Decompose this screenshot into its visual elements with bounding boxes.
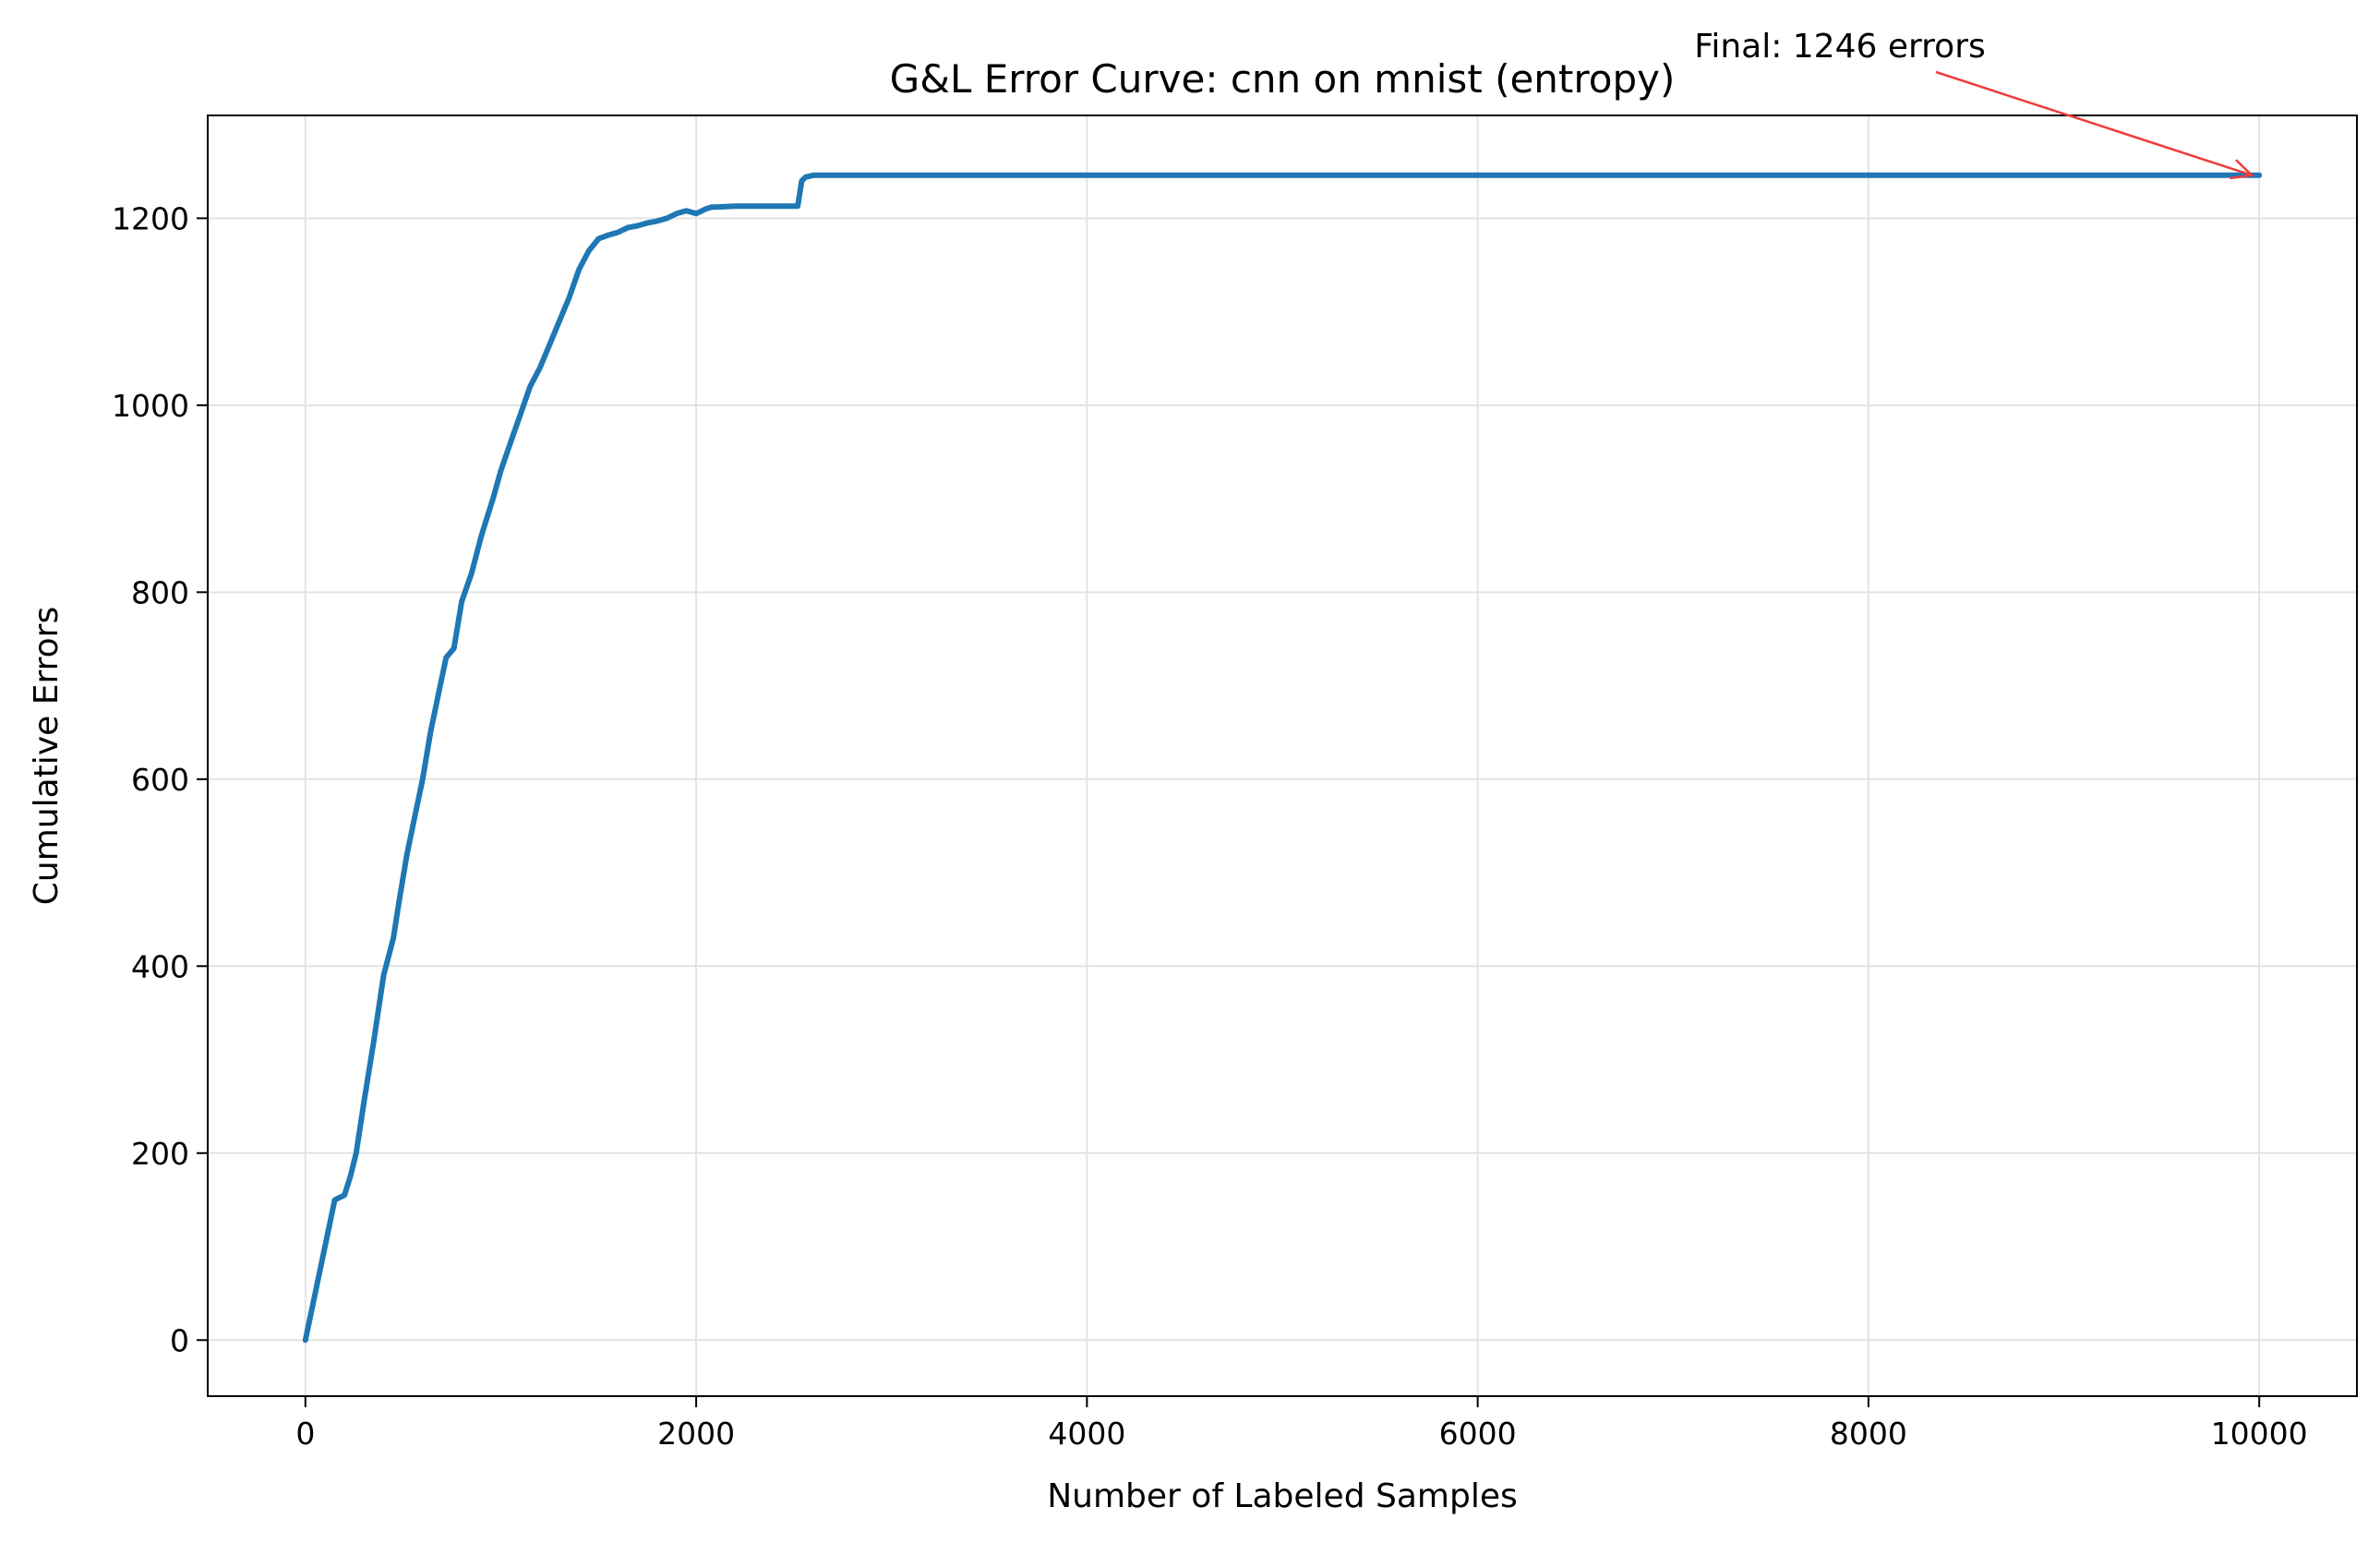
chart-title: G&L Error Curve: cnn on mnist (entropy): [890, 56, 1676, 102]
grid-lines: [208, 115, 2357, 1396]
x-axis-label: Number of Labeled Samples: [1047, 1477, 1518, 1515]
x-tick-label: 6000: [1439, 1416, 1517, 1452]
y-tick-label: 800: [131, 574, 189, 610]
y-tick-label: 600: [131, 762, 189, 798]
annotation-arrow-line: [1935, 70, 2253, 176]
annotation-text: Final: 1246 errors: [1694, 28, 1986, 66]
y-tick-label: 200: [131, 1136, 189, 1172]
y-tick-label: 0: [170, 1322, 189, 1358]
x-tick-label: 10000: [2211, 1416, 2308, 1452]
x-tick-label: 2000: [657, 1416, 735, 1452]
plot-frame: [207, 115, 2358, 1397]
final-annotation: Final: 1246 errors: [1694, 28, 2254, 180]
x-tick-label: 4000: [1048, 1416, 1125, 1452]
y-tick-label: 400: [131, 948, 189, 984]
y-tick-label: 1000: [112, 388, 189, 424]
x-tick-label: 0: [295, 1416, 315, 1452]
series-line: [302, 172, 2263, 1344]
axis-ticks: 0 2000 4000 6000 8000 10000 0 200 400 600 800 1000 1…: [112, 200, 2308, 1452]
series-layer: [302, 172, 2263, 1344]
y-tick-label: 1200: [112, 200, 189, 236]
annotation-arrow-head: [2230, 159, 2254, 180]
x-tick-label: 8000: [1830, 1416, 1907, 1452]
y-axis-label: Cumulative Errors: [28, 607, 66, 905]
